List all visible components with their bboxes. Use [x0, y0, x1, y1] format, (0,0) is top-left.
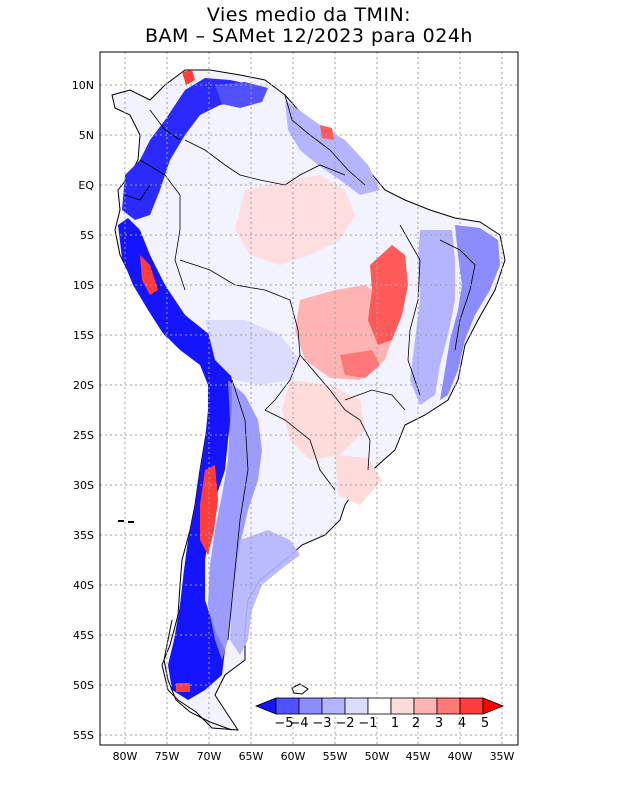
island-juan-fernandez: [118, 520, 134, 523]
lat-label-45s: 45S: [73, 629, 94, 642]
colorbar-bin-3: [321, 697, 346, 715]
colorbar-bin-6: [390, 697, 415, 715]
lat-axis: 10N 5N EQ 5S 10S 15S 20S 25S 30S 35S 40S…: [72, 79, 95, 742]
warm-bias-chile-central: [200, 465, 218, 555]
lon-label-55w: 55W: [323, 750, 348, 763]
plot-frame: [99, 51, 519, 746]
cold-bias-venezuela: [215, 82, 268, 108]
warm-bias-guiana-spot: [320, 125, 334, 140]
cold-bias-east-coast: [410, 230, 455, 405]
warm-bias-tocantins-strong: [368, 245, 408, 345]
warm-bias-venezuela-coast: [182, 70, 195, 85]
colorbar-bin-2: [298, 697, 323, 715]
cold-bias-patagonia: [230, 530, 300, 655]
colorbar-label-4: 4: [458, 716, 466, 731]
warm-bias-mato-grosso: [340, 350, 380, 378]
lat-label-55s: 55S: [73, 729, 94, 742]
colorbar: −5 −4 −3 −2 −1 1 2 3 4 5: [254, 697, 505, 731]
colorbar-label-neg1: −1: [358, 716, 377, 731]
warm-bias-amazon: [235, 175, 355, 265]
falkland-islands: [291, 683, 309, 695]
lat-label-35s: 35S: [73, 529, 94, 542]
colorbar-bin-8: [436, 697, 461, 715]
lat-label-5n: 5N: [79, 129, 94, 142]
map-title-line1: Vies medio da TMIN:: [206, 4, 412, 26]
lon-label-75w: 75W: [155, 750, 180, 763]
warm-bias-uruguay: [335, 455, 382, 505]
lat-label-40s: 40S: [73, 579, 94, 592]
warm-bias-parana-basin: [282, 380, 365, 460]
colorbar-bin-7: [413, 697, 438, 715]
lon-label-45w: 45W: [406, 750, 431, 763]
lat-label-20s: 20S: [73, 379, 94, 392]
colorbar-label-5: 5: [481, 716, 489, 731]
map-title-line2: BAM – SAMet 12/2023 para 024h: [145, 25, 473, 47]
colorbar-label-neg5: −5: [274, 716, 293, 731]
colorbar-bin-1: [275, 697, 300, 715]
colorbar-label-neg2: −2: [335, 716, 354, 731]
lat-label-eq: EQ: [78, 179, 94, 192]
colorbar-bin-5: [367, 697, 392, 715]
colorbar-label-neg3: −3: [312, 716, 331, 731]
colorbar-label-1: 1: [391, 716, 399, 731]
cold-bias-bolivia-light: [205, 320, 300, 385]
colorbar-label-3: 3: [435, 716, 443, 731]
cold-bias-eastern-slopes: [208, 380, 262, 660]
lon-label-65w: 65W: [239, 750, 264, 763]
cold-bias-andes-strong: [118, 218, 232, 700]
lat-label-50s: 50S: [73, 679, 94, 692]
colorbar-label-neg4: −4: [289, 716, 308, 731]
lat-label-10n: 10N: [72, 79, 94, 92]
lat-label-10s: 10S: [73, 279, 94, 292]
lat-label-15s: 15S: [73, 329, 94, 342]
colorbar-bin-9: [459, 697, 484, 715]
grid-lines: [100, 52, 518, 745]
lat-label-30s: 30S: [73, 479, 94, 492]
colorbar-max-arrow: [482, 697, 505, 715]
lat-label-25s: 25S: [73, 429, 94, 442]
lon-label-60w: 60W: [281, 750, 306, 763]
colorbar-label-2: 2: [412, 716, 420, 731]
country-borders: [124, 94, 476, 641]
colorbar-bin-4: [344, 697, 369, 715]
lon-label-70w: 70W: [197, 750, 222, 763]
lon-label-50w: 50W: [365, 750, 390, 763]
lon-label-80w: 80W: [113, 750, 138, 763]
warm-bias-tierra-del-fuego: [176, 683, 190, 692]
lon-label-40w: 40W: [448, 750, 473, 763]
lon-label-35w: 35W: [490, 750, 515, 763]
lat-label-5s: 5S: [80, 229, 94, 242]
cold-bias-northeast-brazil: [440, 225, 500, 400]
lon-axis: 80W 75W 70W 65W 60W 55W 50W 45W 40W 35W: [113, 750, 515, 763]
cold-bias-guianas: [285, 100, 380, 195]
warm-bias-peru-coast: [140, 255, 158, 295]
